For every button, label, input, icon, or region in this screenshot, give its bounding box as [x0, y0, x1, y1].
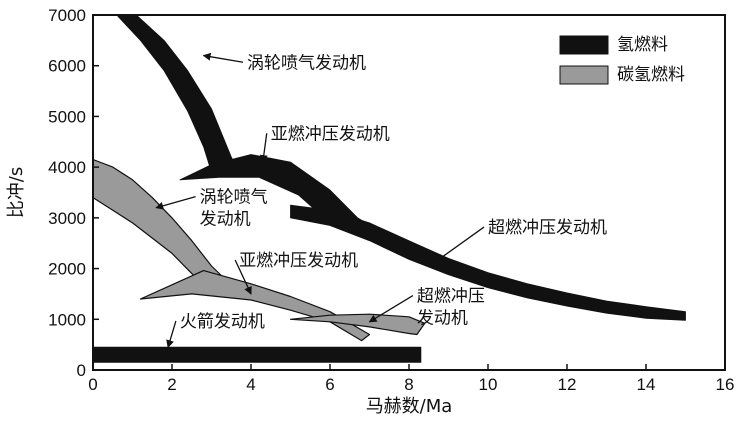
band-2	[290, 204, 686, 321]
x-tick-label: 8	[404, 375, 413, 394]
annotations: 涡轮喷气发动机亚燃冲压发动机超燃冲压发动机涡轮喷气发动机亚燃冲压发动机超燃冲压发…	[155, 52, 607, 349]
x-tick-label: 6	[325, 375, 334, 394]
y-tick-label: 6000	[48, 57, 86, 76]
x-axis-label: 马赫数/Ma	[366, 396, 453, 417]
annotation-arrow-5	[368, 294, 414, 323]
annotation-arrow-3	[155, 196, 196, 210]
y-tick-label: 2000	[48, 260, 86, 279]
annotation-arrow-4	[234, 259, 252, 295]
x-tick-label: 4	[246, 375, 255, 394]
annotation-6: 火箭发动机	[180, 312, 265, 332]
legend-label: 氢燃料	[617, 35, 668, 55]
x-tick-label: 0	[88, 375, 97, 394]
y-tick-label: 3000	[48, 209, 86, 228]
annotation-arrow-1	[259, 133, 268, 164]
band-5	[289, 313, 426, 336]
x-tick-label: 16	[716, 375, 735, 394]
band-4	[139, 270, 371, 342]
y-tick-label: 4000	[48, 158, 86, 177]
annotation-4: 亚燃冲压发动机	[239, 251, 358, 271]
legend-label: 碳氢燃料	[617, 65, 685, 85]
y-tick-label: 1000	[48, 310, 86, 329]
annotation-arrow-6	[166, 320, 177, 349]
annotation-5: 超燃冲压发动机	[417, 287, 485, 329]
x-axis-ticks: 0 2 4 6 8 10 12 14 16	[88, 364, 734, 394]
band-0	[116, 14, 240, 173]
legend-swatch	[559, 65, 609, 85]
annotation-0: 涡轮喷气发动机	[247, 53, 366, 73]
y-tick-label: 7000	[48, 6, 86, 25]
x-tick-label: 14	[637, 375, 656, 394]
x-tick-label: 2	[167, 375, 176, 394]
y-tick-label: 0	[77, 361, 86, 380]
annotation-1: 亚燃冲压发动机	[271, 124, 390, 144]
annotation-2: 超燃冲压发动机	[488, 218, 607, 238]
band-6	[92, 346, 422, 363]
y-axis-ticks: 0 1000 2000 3000 4000 5000 6000 7000	[48, 6, 99, 380]
plot-bands	[92, 14, 686, 363]
annotation-3: 涡轮喷气发动机	[200, 188, 268, 230]
x-tick-label: 12	[558, 375, 577, 394]
annotation-arrow-2	[435, 226, 485, 262]
x-tick-label: 10	[479, 375, 498, 394]
y-axis-label: 比冲/s	[6, 167, 27, 218]
legend-swatch	[559, 35, 609, 55]
y-tick-label: 5000	[48, 107, 86, 126]
annotation-arrow-0	[202, 52, 244, 63]
